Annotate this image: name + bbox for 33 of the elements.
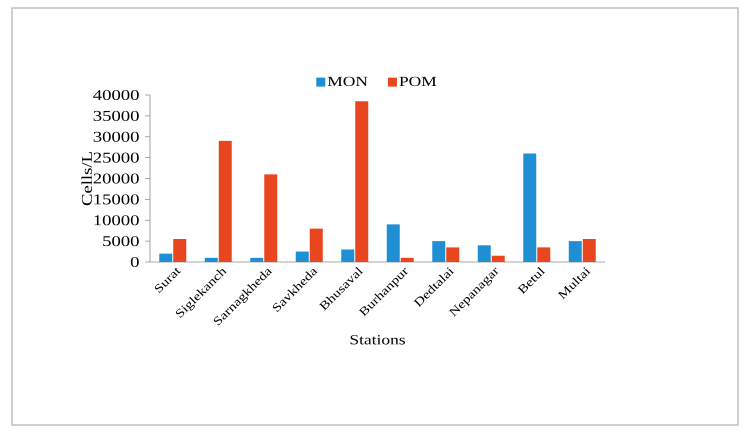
bar	[250, 258, 264, 262]
y-tick-label: 0	[130, 256, 139, 268]
y-tick-label: 30000	[94, 132, 139, 142]
bar	[446, 247, 460, 262]
legend-label: POM	[399, 76, 436, 86]
bar	[400, 258, 414, 262]
bar	[218, 140, 232, 262]
y-axis-title: Cells/L	[81, 152, 92, 206]
bar	[492, 256, 505, 262]
bar	[568, 241, 582, 262]
y-tick-label: 15000	[94, 194, 139, 204]
bar	[310, 228, 323, 262]
bar	[432, 241, 446, 262]
y-tick-label: 25000	[94, 152, 139, 163]
bar	[296, 252, 309, 262]
y-tick-label: 35000	[94, 110, 139, 121]
bar	[264, 174, 278, 262]
bar	[355, 101, 368, 262]
bar	[523, 153, 536, 262]
bar	[159, 254, 172, 262]
x-axis-title: Stations	[350, 335, 405, 344]
y-tick-label: 5000	[103, 236, 139, 246]
bar	[341, 249, 354, 262]
bar	[537, 247, 550, 262]
bar	[582, 239, 596, 262]
legend-label: MON	[328, 76, 368, 86]
y-tick-label: 40000	[93, 90, 139, 100]
y-tick-label: 20000	[94, 173, 139, 184]
y-tick-label: 10000	[94, 215, 139, 226]
bar	[204, 258, 218, 262]
bar	[386, 224, 400, 262]
bar	[478, 245, 491, 262]
bar	[173, 239, 186, 262]
